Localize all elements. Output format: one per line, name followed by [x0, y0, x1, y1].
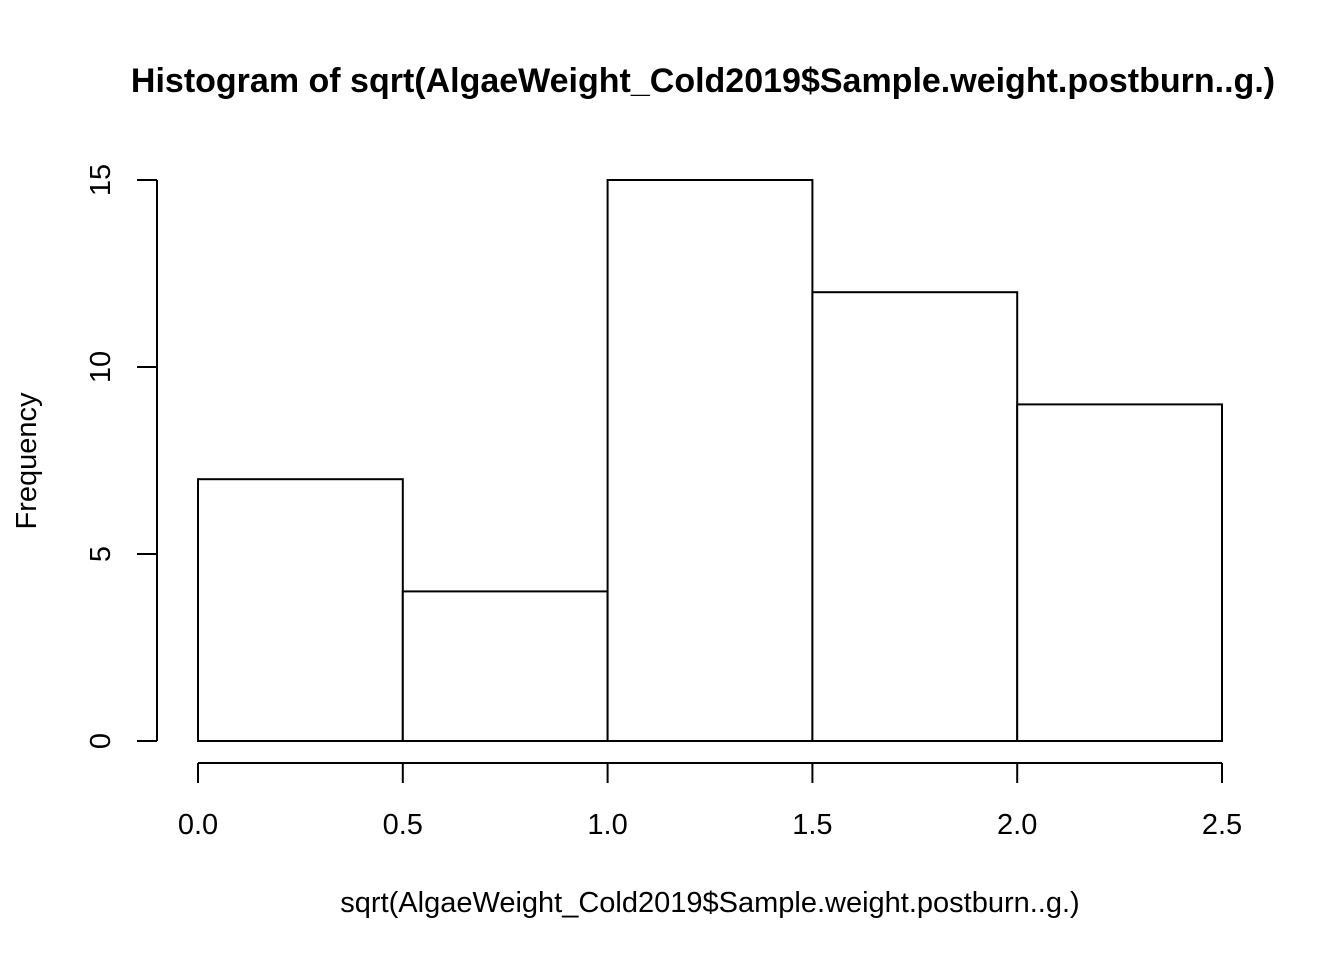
chart-title: Histogram of sqrt(AlgaeWeight_Cold2019$S…	[131, 62, 1275, 100]
x-tick-label-6: 2.5	[1202, 809, 1242, 841]
histogram-bar-2	[401, 590, 609, 743]
x-tick-label-5: 2.0	[997, 809, 1037, 841]
histogram-bar-5	[1016, 403, 1224, 742]
y-axis-label: Frequency	[11, 392, 43, 530]
y-tick-label-4: 15	[85, 164, 117, 196]
x-axis-label: sqrt(AlgaeWeight_Cold2019$Sample.weight.…	[340, 887, 1079, 919]
x-axis: 0.0 0.5 1.0 1.5 2.0 2.5	[178, 762, 1242, 841]
histogram-bar-4	[811, 291, 1019, 742]
bars-group	[197, 179, 1224, 743]
x-tick-label-1: 0.0	[178, 809, 218, 841]
y-axis: 0 5 10 15	[85, 164, 158, 749]
x-tick-label-3: 1.0	[587, 809, 627, 841]
histogram-bar-3	[606, 179, 814, 742]
x-tick-label-2: 0.5	[383, 809, 423, 841]
x-tick-label-4: 1.5	[792, 809, 832, 841]
y-tick-label-3: 10	[85, 351, 117, 383]
y-tick-label-1: 0	[85, 733, 117, 749]
histogram-bar-1	[197, 478, 404, 742]
y-tick-label-2: 5	[85, 546, 117, 562]
